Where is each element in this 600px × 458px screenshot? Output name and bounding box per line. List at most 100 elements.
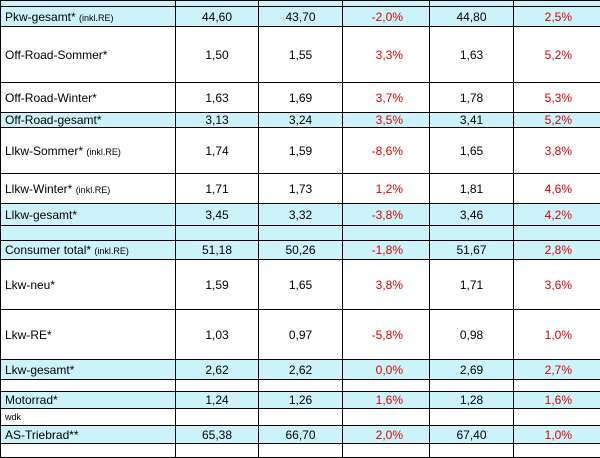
percent-cell: 1,0%	[514, 426, 600, 444]
percent-cell: 1,6%	[343, 392, 430, 409]
row-label-cell: Off-Road-gesamt*	[1, 113, 176, 128]
row-note: (inkl.RE)	[76, 185, 111, 195]
row-label-cell: Lkw-neu*	[1, 260, 176, 310]
value-cell: 1,71	[430, 260, 514, 310]
percent-cell: 1,0%	[514, 310, 600, 360]
source-note: wdk	[1, 409, 176, 426]
table-row: Lkw-gesamt* 2,62 2,62 0,0% 2,69 2,7%	[1, 360, 600, 380]
row-label: Lkw-neu*	[5, 278, 55, 292]
percent-cell: 1,6%	[514, 392, 600, 409]
value-cell: 1,50	[176, 27, 259, 83]
value-cell: 67,40	[430, 426, 514, 444]
row-label-cell: Llkw-Sommer* (inkl.RE)	[1, 128, 176, 174]
percent-cell: 2,5%	[514, 7, 600, 27]
table-row: Off-Road-Winter* 1,63 1,69 3,7% 1,78 5,3…	[1, 83, 600, 113]
table-row: Lkw-RE* 1,03 0,97 -5,8% 0,98 1,0%	[1, 310, 600, 360]
value-cell: 43,70	[259, 7, 343, 27]
percent-cell: -2,0%	[343, 7, 430, 27]
value-cell: 1,59	[176, 260, 259, 310]
percent-cell: 3,6%	[514, 260, 600, 310]
value-cell: 1,59	[259, 128, 343, 174]
value-cell: 3,45	[176, 204, 259, 226]
value-cell: 1,24	[176, 392, 259, 409]
value-cell: 3,13	[176, 113, 259, 128]
value-cell: 1,69	[259, 83, 343, 113]
table-row-empty	[1, 380, 600, 392]
value-cell: 1,63	[430, 27, 514, 83]
row-label-cell: Lkw-gesamt*	[1, 360, 176, 380]
value-cell: 66,70	[259, 426, 343, 444]
percent-cell: 2,7%	[514, 360, 600, 380]
percent-cell: 1,2%	[343, 174, 430, 204]
table-row: AS-Triebrad** 65,38 66,70 2,0% 67,40 1,0…	[1, 426, 600, 444]
value-cell: 3,41	[430, 113, 514, 128]
table-row-partial-bottom	[1, 444, 600, 458]
percent-cell: -5,8%	[343, 310, 430, 360]
value-cell: 0,97	[259, 310, 343, 360]
percent-cell: 3,7%	[343, 83, 430, 113]
table-row-empty	[1, 226, 600, 241]
row-label-cell: AS-Triebrad**	[1, 426, 176, 444]
row-label: Llkw-Winter*	[5, 182, 72, 196]
row-label: Motorrad*	[5, 393, 58, 407]
value-cell: 3,24	[259, 113, 343, 128]
value-cell: 1,81	[430, 174, 514, 204]
row-label: Off-Road-Sommer*	[5, 48, 107, 62]
value-cell: 1,65	[430, 128, 514, 174]
row-label: Llkw-Sommer*	[5, 144, 83, 158]
row-label: Off-Road-gesamt*	[5, 113, 102, 127]
row-note: (inkl.RE)	[86, 147, 121, 157]
row-label-cell: Pkw-gesamt* (inkl.RE)	[1, 7, 176, 27]
value-cell: 50,26	[259, 241, 343, 260]
row-label-cell: Consumer total* (inkl.RE)	[1, 241, 176, 260]
row-label-cell: Off-Road-Winter*	[1, 83, 176, 113]
value-cell: 1,55	[259, 27, 343, 83]
table-row: Llkw-Winter* (inkl.RE) 1,71 1,73 1,2% 1,…	[1, 174, 600, 204]
row-label-cell: Llkw-gesamt*	[1, 204, 176, 226]
row-label: Lkw-RE*	[5, 328, 52, 342]
table-row: Off-Road-Sommer* 1,50 1,55 3,3% 1,63 5,2…	[1, 27, 600, 83]
value-cell: 1,73	[259, 174, 343, 204]
row-label-cell: Off-Road-Sommer*	[1, 27, 176, 83]
table-row: Llkw-Sommer* (inkl.RE) 1,74 1,59 -8,6% 1…	[1, 128, 600, 174]
row-note: (inkl.RE)	[79, 13, 114, 23]
percent-cell: 2,0%	[343, 426, 430, 444]
percent-cell: 3,3%	[343, 27, 430, 83]
value-cell: 0,98	[430, 310, 514, 360]
percent-cell: 4,2%	[514, 204, 600, 226]
row-label: Off-Road-Winter*	[5, 91, 97, 105]
value-cell: 3,46	[430, 204, 514, 226]
row-label: Lkw-gesamt*	[5, 363, 74, 377]
table-row: Pkw-gesamt* (inkl.RE) 44,60 43,70 -2,0% …	[1, 7, 600, 27]
percent-cell: 3,8%	[343, 260, 430, 310]
value-cell: 1,63	[176, 83, 259, 113]
value-cell: 1,28	[430, 392, 514, 409]
value-cell: 1,03	[176, 310, 259, 360]
value-cell: 51,67	[430, 241, 514, 260]
value-cell: 2,62	[176, 360, 259, 380]
value-cell: 1,26	[259, 392, 343, 409]
percent-cell: 5,3%	[514, 83, 600, 113]
row-label: AS-Triebrad**	[5, 428, 79, 442]
percent-cell: 2,8%	[514, 241, 600, 260]
percent-cell: 0,0%	[343, 360, 430, 380]
percent-cell: 4,6%	[514, 174, 600, 204]
value-cell: 1,71	[176, 174, 259, 204]
percent-cell: 5,2%	[514, 113, 600, 128]
row-label-cell: Lkw-RE*	[1, 310, 176, 360]
row-note: (inkl.RE)	[94, 246, 129, 256]
value-cell: 65,38	[176, 426, 259, 444]
value-cell: 44,60	[176, 7, 259, 27]
percent-cell: 5,2%	[514, 27, 600, 83]
table-row: Off-Road-gesamt* 3,13 3,24 3,5% 3,41 5,2…	[1, 113, 600, 128]
value-cell: 1,65	[259, 260, 343, 310]
table-row: Lkw-neu* 1,59 1,65 3,8% 1,71 3,6%	[1, 260, 600, 310]
percent-cell: 3,5%	[343, 113, 430, 128]
value-cell: 2,69	[430, 360, 514, 380]
value-cell: 44,80	[430, 7, 514, 27]
row-label: Pkw-gesamt*	[5, 10, 76, 24]
percent-cell: 3,8%	[514, 128, 600, 174]
table-row: Llkw-gesamt* 3,45 3,32 -3,8% 3,46 4,2%	[1, 204, 600, 226]
